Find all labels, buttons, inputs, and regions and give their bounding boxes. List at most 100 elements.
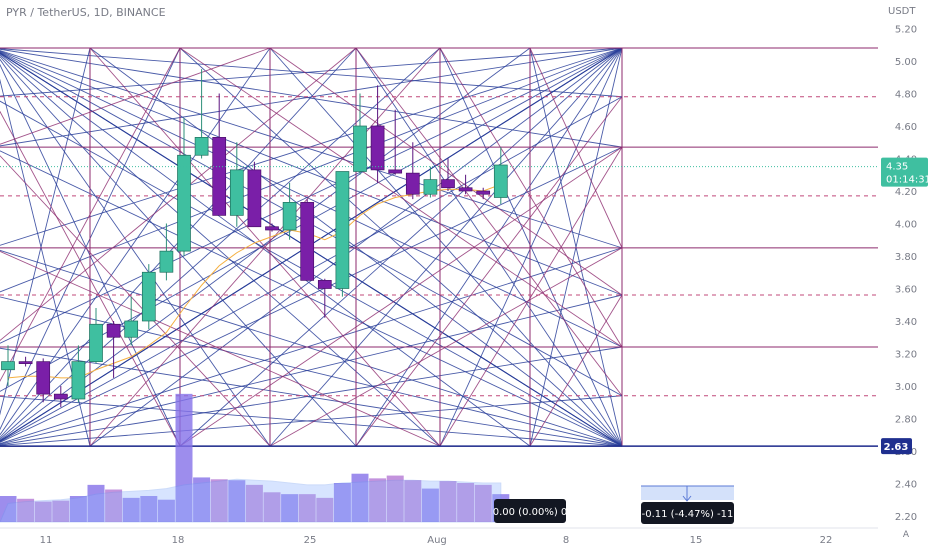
candle-up[interactable] xyxy=(124,320,139,338)
measure-label-left-text: 0.00 (0.00%) 0 xyxy=(493,507,568,518)
gann-diagonal xyxy=(0,47,181,382)
volume-bar xyxy=(52,500,70,522)
price-axis-unit: USDT xyxy=(888,6,916,17)
candle-down[interactable] xyxy=(212,137,227,216)
volume-bar xyxy=(316,497,334,522)
candle-up[interactable] xyxy=(335,171,350,289)
candle-up[interactable] xyxy=(89,323,103,362)
measure-label-left xyxy=(494,499,566,523)
last-price-badge xyxy=(881,157,928,187)
candle-down[interactable] xyxy=(370,125,385,171)
gann-fan-line xyxy=(0,47,623,147)
candle-down[interactable] xyxy=(405,172,420,195)
price-axis-tick: 4.00 xyxy=(895,220,917,231)
gann-fan-line xyxy=(439,47,623,447)
chart-title: PYR / TetherUS, 1D, BINANCE xyxy=(6,6,166,19)
candle-down[interactable] xyxy=(247,169,262,228)
gann-fan-line xyxy=(0,395,623,447)
volume-bar xyxy=(404,480,422,522)
volume-bar xyxy=(105,489,123,522)
gann-fan-line xyxy=(269,47,623,447)
gann-diagonal xyxy=(439,146,623,447)
volume-bar xyxy=(369,478,387,522)
candle-up[interactable] xyxy=(353,125,367,172)
gann-diagonal xyxy=(269,47,623,296)
gann-fan-line xyxy=(179,47,623,447)
gann-diagonal xyxy=(439,47,623,348)
price-axis-tick: 3.20 xyxy=(895,350,917,361)
gann-fan-line xyxy=(0,347,623,447)
time-axis-tick: 22 xyxy=(820,535,833,546)
candle-up[interactable] xyxy=(282,202,297,231)
volume-bar xyxy=(263,492,281,522)
candle-down[interactable] xyxy=(18,361,33,364)
gann-fan-line xyxy=(0,150,623,447)
candle-up[interactable] xyxy=(194,137,209,156)
gann-fan-line xyxy=(355,47,623,447)
low-price-badge xyxy=(881,438,912,455)
gann-diagonal xyxy=(89,47,441,447)
candle-up[interactable] xyxy=(1,361,15,371)
volume-bar xyxy=(421,488,439,522)
price-axis-tick: 4.80 xyxy=(895,90,917,101)
volume-ma-area xyxy=(0,478,502,523)
time-axis-tick: Aug xyxy=(427,535,447,546)
volume-bar xyxy=(281,494,299,522)
price-axis-tick: 3.80 xyxy=(895,252,917,263)
candle-down[interactable] xyxy=(476,190,491,195)
candle-up[interactable] xyxy=(229,169,244,216)
auto-scale-button[interactable]: A xyxy=(902,530,910,540)
price-axis-tick: 5.00 xyxy=(895,57,917,68)
time-axis-tick: 25 xyxy=(304,535,317,546)
volume-bar xyxy=(0,496,17,522)
candle-down[interactable] xyxy=(53,393,68,400)
measure-arrow-head xyxy=(682,495,692,502)
candle-up[interactable] xyxy=(423,179,438,195)
time-axis-tick: 8 xyxy=(563,535,569,546)
price-axis-tick: 2.80 xyxy=(895,415,917,426)
gann-diagonal xyxy=(355,96,623,447)
gann-fan-line xyxy=(0,47,623,246)
candle-down[interactable] xyxy=(265,226,279,231)
price-axis[interactable] xyxy=(880,0,932,550)
gann-fan-line xyxy=(0,47,623,293)
volume-bar xyxy=(351,473,369,522)
gann-fan-line xyxy=(0,47,357,439)
price-axis-tick: 4.20 xyxy=(895,187,917,198)
gann-fan-line xyxy=(0,51,623,348)
candle-up[interactable] xyxy=(159,250,174,273)
price-axis-tick: 3.40 xyxy=(895,317,917,328)
volume-bar xyxy=(245,484,263,522)
gann-fan-line xyxy=(0,146,623,443)
gann-diagonal xyxy=(529,294,623,447)
candle-down[interactable] xyxy=(106,323,121,338)
candle-up[interactable] xyxy=(141,271,156,322)
volume-bar xyxy=(210,479,228,522)
volume-bar xyxy=(474,484,492,522)
candle-down[interactable] xyxy=(300,202,315,281)
volume-bar xyxy=(298,494,316,522)
candle-down[interactable] xyxy=(36,361,51,395)
price-axis-tick: 4.60 xyxy=(895,122,917,133)
volume-bar xyxy=(69,496,87,522)
candle-up[interactable] xyxy=(71,361,86,400)
volume-bar xyxy=(457,483,475,522)
volume-bar xyxy=(193,477,211,522)
gann-fan-line xyxy=(0,47,623,344)
time-axis-tick: 15 xyxy=(690,535,703,546)
price-axis-tick: 5.20 xyxy=(895,25,917,36)
candle-down[interactable] xyxy=(388,169,403,174)
gann-diagonal xyxy=(0,110,181,447)
candle-up[interactable] xyxy=(493,164,508,198)
candle-up[interactable] xyxy=(177,154,191,252)
volume-bar xyxy=(175,393,193,522)
gann-diagonal xyxy=(179,47,623,348)
volume-bar xyxy=(439,481,457,522)
gann-diagonal xyxy=(355,47,623,397)
candle-down[interactable] xyxy=(441,179,455,189)
candle-down[interactable] xyxy=(458,187,473,192)
candle-down[interactable] xyxy=(317,280,332,289)
gann-diagonal xyxy=(0,47,271,145)
volume-bar xyxy=(333,483,351,522)
